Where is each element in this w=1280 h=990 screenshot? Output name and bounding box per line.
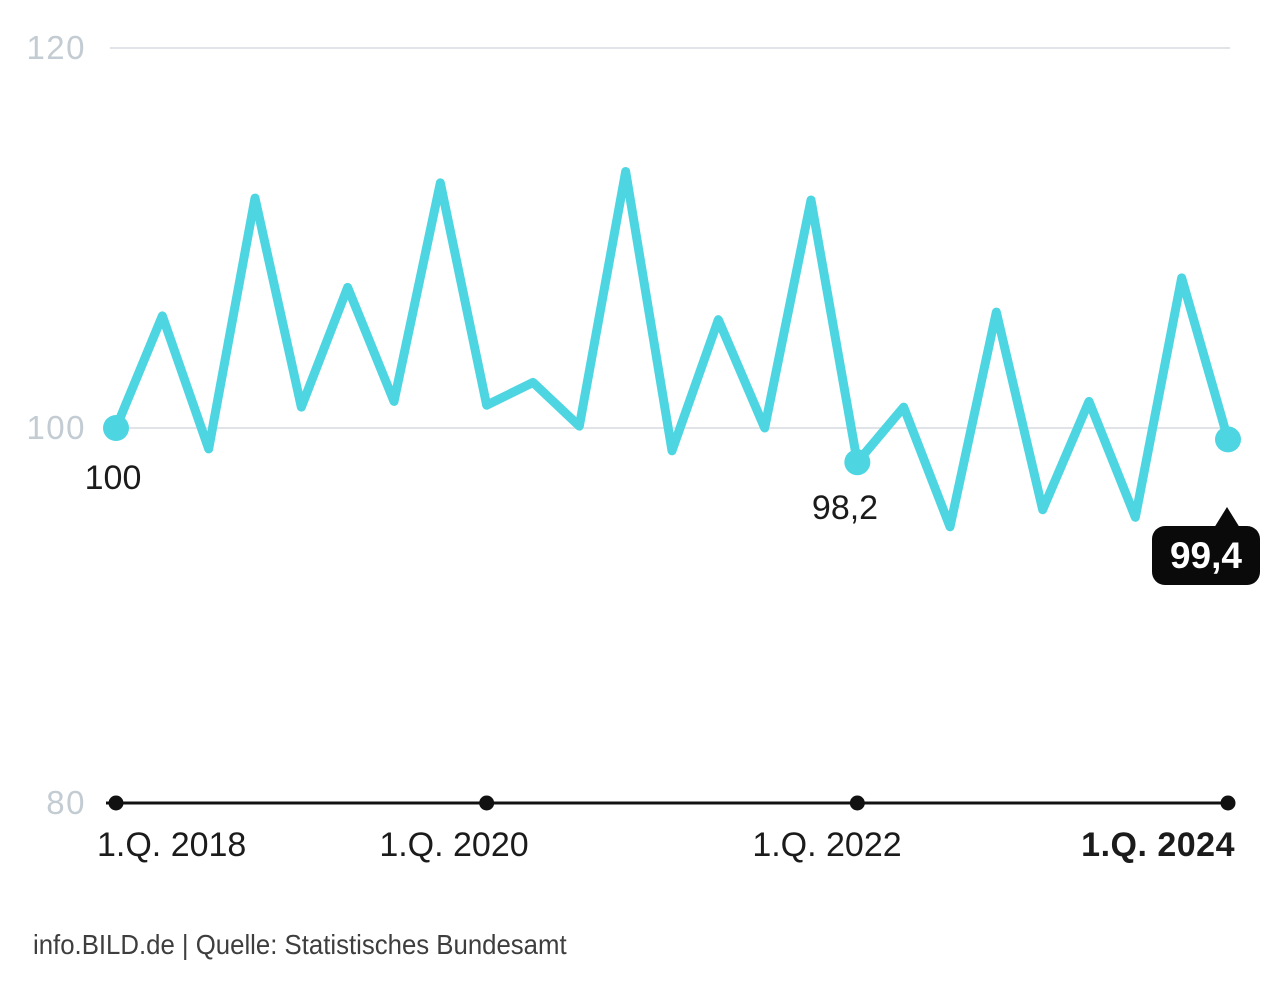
x-axis-dot-16: [849, 795, 865, 811]
x-axis-dot-0: [108, 795, 124, 811]
x-tick-label-2024: 1.Q. 2024: [1081, 826, 1235, 864]
data-label-start: 100: [84, 459, 142, 497]
y-tick-label-120: 120: [26, 29, 86, 66]
x-tick-label-2020: 1.Q. 2020: [379, 826, 529, 864]
marker-dot-16: [844, 449, 871, 476]
x-tick-label-2022: 1.Q. 2022: [752, 826, 902, 864]
y-tick-label-80: 80: [46, 784, 86, 821]
source-credit: info.BILD.de | Quelle: Statistisches Bun…: [33, 929, 567, 960]
callout-latest-value: 99,4: [1152, 507, 1260, 585]
marker-dot-0: [103, 415, 129, 441]
x-tick-label-2018: 1.Q. 2018: [97, 826, 247, 864]
callout-pointer-icon: [1214, 507, 1240, 528]
marker-dot-24: [1215, 426, 1241, 453]
data-label-2022: 98,2: [811, 489, 879, 527]
x-axis-dot-24: [1220, 795, 1236, 811]
x-axis-dot-8: [479, 795, 495, 811]
callout-value: 99,4: [1169, 534, 1242, 576]
y-tick-label-100: 100: [26, 409, 86, 446]
series-line: [111, 167, 1233, 532]
